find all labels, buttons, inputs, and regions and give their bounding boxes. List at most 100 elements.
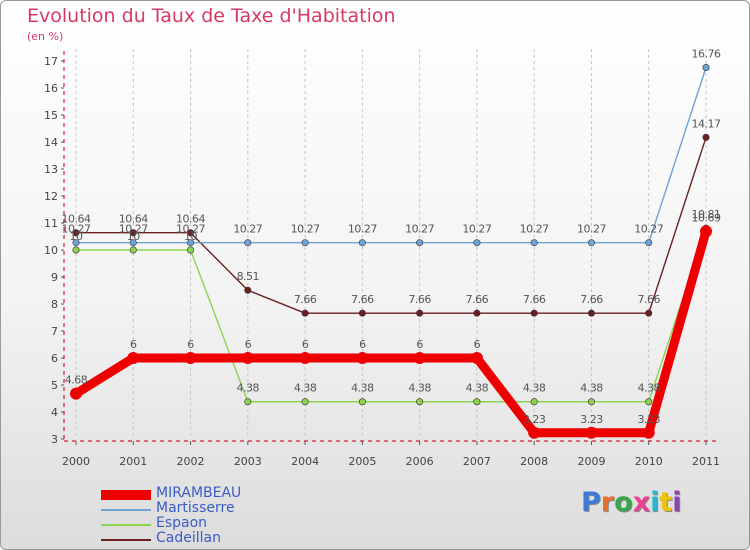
x-tick-label: 2009	[577, 455, 605, 468]
y-tick-label: 11	[44, 217, 58, 230]
data-label-espaon: 10	[184, 230, 197, 243]
y-tick-label: 12	[44, 190, 58, 203]
data-label-cadeillan: 10.64	[62, 213, 91, 226]
series-point-martisserre	[244, 239, 252, 247]
series-line-mirambeau	[71, 226, 711, 438]
series-point-mirambeau	[184, 352, 197, 364]
logo-letter: i	[672, 487, 682, 518]
series-point-martisserre	[473, 239, 481, 247]
series-point-martisserre	[301, 239, 309, 247]
y-tick-label: 17	[44, 55, 58, 68]
logo-letter: r	[600, 487, 615, 518]
series-group	[70, 63, 712, 439]
data-label-martisserre: 10.27	[233, 223, 262, 236]
data-label-espaon: 10	[70, 230, 83, 243]
series-line-espaon	[75, 227, 707, 403]
series-point-cadeillan	[244, 286, 252, 294]
series-point-mirambeau	[356, 352, 369, 364]
data-label-mirambeau: 6	[359, 338, 366, 351]
y-tick-label: 6	[51, 352, 58, 365]
series-point-espaon	[358, 398, 366, 406]
logo-letter: P	[581, 487, 601, 518]
x-tick-label: 2008	[520, 455, 548, 468]
data-label-martisserre: 10.27	[577, 223, 606, 236]
legend-label-mirambeau: MIRAMBEAU	[156, 485, 242, 501]
data-label-espaon: 4.38	[237, 382, 260, 395]
data-label-espaon: 4.38	[351, 382, 374, 395]
y-tick-label: 4	[51, 406, 58, 419]
data-label-cadeillan: 7.66	[580, 293, 603, 306]
series-point-mirambeau	[70, 387, 82, 400]
data-label-mirambeau: 3.23	[637, 413, 660, 426]
legend-label-martisserre: Martisserre	[156, 500, 235, 516]
x-tick-label: 2006	[406, 455, 434, 468]
axes: 3 4 5 6 7 8 9 10 11 12 13 14 15 16 17 2000 2001 2002 2003 2…	[44, 51, 720, 468]
y-tick-label: 5	[51, 379, 58, 392]
series-point-cadeillan	[702, 133, 710, 141]
series-point-cadeillan	[416, 309, 424, 317]
legend-item-mirambeau: MIRAMBEAU	[101, 485, 321, 502]
series-point-cadeillan	[129, 229, 137, 237]
data-label-martisserre: 10.27	[176, 223, 205, 236]
data-label-cadeillan: 10.64	[119, 213, 148, 226]
y-unit-label: (en %)	[27, 30, 64, 43]
data-label-espaon: 4.38	[408, 382, 431, 395]
data-label-martisserre: 10.27	[291, 223, 320, 236]
data-label-cadeillan: 10.64	[176, 213, 205, 226]
series-point-espaon	[473, 398, 481, 406]
x-tick-label: 2001	[119, 455, 147, 468]
logo-letter: x	[632, 487, 651, 518]
legend-item-martisserre: Martisserre	[101, 500, 321, 517]
x-tick-label: 2010	[635, 455, 663, 468]
logo-letter: o	[614, 487, 633, 518]
data-label-espaon: 10.81	[692, 208, 721, 221]
data-label-espaon: 4.38	[523, 382, 546, 395]
data-label-espaon: 4.38	[466, 382, 489, 395]
series-point-cadeillan	[473, 309, 481, 317]
data-label-mirambeau: 6	[130, 338, 137, 351]
data-label-martisserre: 10.27	[634, 223, 663, 236]
data-label-martisserre: 10.27	[348, 223, 377, 236]
series-point-cadeillan	[301, 309, 309, 317]
series-point-mirambeau	[241, 352, 254, 364]
data-label-mirambeau: 10.69	[692, 211, 721, 224]
logo-letter: i	[650, 487, 660, 518]
chart-title: Evolution du Taux de Taxe d'Habitation	[27, 5, 396, 27]
series-point-mirambeau	[700, 225, 712, 238]
series-point-cadeillan	[587, 309, 595, 317]
data-label-cadeillan: 8.51	[237, 270, 260, 283]
y-tick-label: 8	[51, 298, 58, 311]
series-point-martisserre	[187, 239, 195, 247]
series-point-martisserre	[645, 239, 653, 247]
x-tick-label: 2011	[692, 455, 720, 468]
data-label-mirambeau: 6	[416, 338, 423, 351]
series-point-espaon	[72, 246, 80, 254]
series-point-espaon	[129, 246, 137, 254]
data-label-mirambeau: 4.68	[65, 374, 88, 387]
legend-swatch-martisserre	[101, 509, 151, 511]
data-label-mirambeau: 3.23	[523, 413, 546, 426]
data-label-espaon: 4.38	[580, 382, 603, 395]
x-tick-label: 2005	[348, 455, 376, 468]
data-label-mirambeau: 6	[474, 338, 481, 351]
proxiti-logo: Proxiti	[581, 487, 682, 518]
logo-letter: t	[659, 487, 673, 518]
data-label-martisserre: 16.76	[692, 47, 721, 60]
data-label-cadeillan: 7.66	[294, 293, 317, 306]
series-point-cadeillan	[645, 309, 653, 317]
y-tick-label: 3	[51, 433, 58, 446]
y-tick-label: 14	[44, 136, 58, 149]
series-point-mirambeau	[127, 352, 140, 364]
y-tick-label: 13	[44, 163, 58, 176]
data-label-espaon: 10	[127, 230, 140, 243]
series-point-mirambeau	[413, 352, 426, 364]
series-point-cadeillan	[358, 309, 366, 317]
legend-item-cadeillan: Cadeillan	[101, 530, 321, 547]
data-label-cadeillan: 7.66	[408, 293, 431, 306]
legend-swatch-mirambeau	[101, 490, 151, 500]
y-tick-label: 7	[51, 325, 58, 338]
legend-label-cadeillan: Cadeillan	[156, 530, 221, 546]
